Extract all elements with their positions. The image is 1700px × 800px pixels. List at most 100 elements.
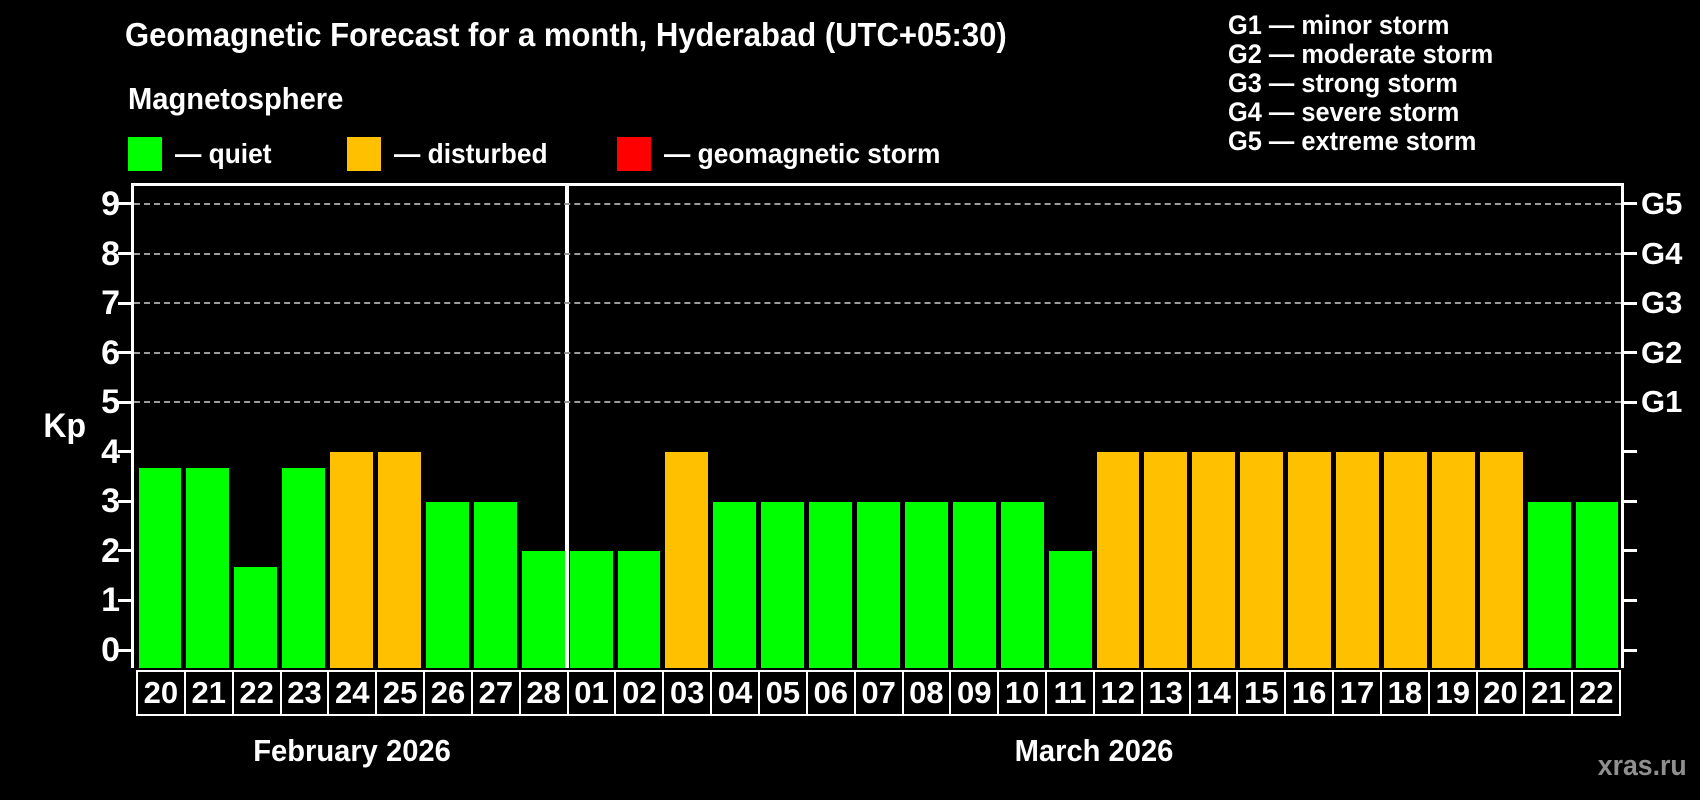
page-title-text: Geomagnetic Forecast for a month, Hydera… xyxy=(125,16,1007,53)
date-cell: 22 xyxy=(1578,675,1614,710)
date-cell: 21 xyxy=(186,672,234,714)
date-cell: 15 xyxy=(1238,672,1287,714)
date-axis-row: 20 21 22 23 24 25 26 27 28 01 02 03 04 05 06 07 08 09 10 11… xyxy=(136,670,1621,716)
month-label-text: February 2026 xyxy=(253,733,451,768)
kp-bar-22 xyxy=(1575,501,1619,668)
y-tick-label: 6 xyxy=(101,333,120,372)
gscale-legend-line: G3 — strong storm xyxy=(1228,69,1510,98)
y-axis-tick-right xyxy=(1624,202,1637,206)
kp-bar-15 xyxy=(1240,451,1284,668)
y-axis-tick-right xyxy=(1624,400,1637,404)
g-level-label: G4 xyxy=(1641,235,1683,271)
date-cell: 05 xyxy=(760,672,808,714)
month-label-text: March 2026 xyxy=(1014,733,1174,768)
gscale-legend-line: G1 — minor storm xyxy=(1228,11,1510,40)
gscale-legend: G1 — minor storm G2 — moderate storm G3 … xyxy=(1228,11,1510,156)
gscale-legend-text: G4 — severe storm xyxy=(1228,97,1460,127)
kp-bar-06 xyxy=(809,501,853,668)
legend-item-storm: — geomagnetic storm xyxy=(617,137,958,171)
date-cell: 20 xyxy=(1478,672,1526,714)
y-axis-tick-left xyxy=(118,450,131,454)
kp-bar-04 xyxy=(713,501,757,668)
date-cell: 23 xyxy=(282,672,330,714)
month-separator xyxy=(565,186,570,668)
kp-bar-01 xyxy=(569,551,613,668)
kp-bar-12 xyxy=(1096,451,1140,668)
gscale-legend-text: G3 — strong storm xyxy=(1228,68,1458,98)
gscale-legend-text: G2 — moderate storm xyxy=(1228,39,1494,69)
kp-bar-20 xyxy=(1479,451,1523,668)
y-tick-label: 7 xyxy=(101,284,120,323)
y-axis-title: Kp xyxy=(42,407,87,446)
kp-bar-21 xyxy=(186,468,230,668)
date-cell: 22 xyxy=(234,672,282,714)
legend-label-text: — quiet xyxy=(175,138,272,169)
date-cell: 19 xyxy=(1430,672,1478,714)
date-cell: 25 xyxy=(377,672,426,714)
date-cell: 04 xyxy=(712,672,760,714)
page-title: Geomagnetic Forecast for a month, Hydera… xyxy=(125,16,1063,54)
y-tick-label: 3 xyxy=(101,482,120,521)
date-cell: 20 xyxy=(138,672,186,714)
date-cell: 12 xyxy=(1095,672,1143,714)
y-axis-tick-left xyxy=(118,301,131,305)
legend-label: — disturbed xyxy=(394,138,557,170)
date-cell: 28 xyxy=(521,672,569,714)
date-cell: 27 xyxy=(473,672,521,714)
kp-bar-05 xyxy=(761,501,805,668)
gscale-legend-line: G2 — moderate storm xyxy=(1228,40,1510,69)
y-tick-label: 1 xyxy=(101,581,120,620)
gscale-legend-line: G5 — extreme storm xyxy=(1228,127,1510,156)
date-cell: 11 xyxy=(1047,672,1095,714)
date-cell: 17 xyxy=(1334,672,1382,714)
kp-bar-23 xyxy=(282,468,326,668)
g-level-label: G1 xyxy=(1641,384,1683,420)
y-axis-tick-left xyxy=(118,499,131,503)
date-cell: 09 xyxy=(951,672,1000,714)
date-cell: 18 xyxy=(1382,672,1430,714)
kp-bar-24 xyxy=(330,451,373,668)
gscale-legend-text: G1 — minor storm xyxy=(1228,10,1450,40)
date-cell: 06 xyxy=(808,672,856,714)
g-level-label: G2 xyxy=(1641,334,1683,370)
date-cell: 14 xyxy=(1191,672,1239,714)
month-label-march: March 2026 xyxy=(1010,733,1179,769)
watermark-text: xras.ru xyxy=(1598,750,1687,782)
kp-bar-18 xyxy=(1383,451,1427,668)
kp-bar-02 xyxy=(617,551,661,668)
y-axis-tick-right xyxy=(1624,499,1637,503)
date-cell: 26 xyxy=(425,672,473,714)
y-axis-tick-right xyxy=(1624,450,1637,454)
kp-bar-20 xyxy=(138,468,182,668)
storm-color-swatch xyxy=(617,137,651,171)
y-axis-tick-right xyxy=(1624,549,1637,553)
legend-label-text: — geomagnetic storm xyxy=(664,138,941,169)
date-cell: 03 xyxy=(664,672,713,714)
kp-bar-28 xyxy=(521,551,565,668)
date-cell: 08 xyxy=(904,672,952,714)
g-level-label: G3 xyxy=(1641,285,1683,321)
month-label-february: February 2026 xyxy=(247,733,457,769)
date-cell: 13 xyxy=(1143,672,1191,714)
y-tick-label: 4 xyxy=(101,432,120,471)
plot-area xyxy=(131,183,1624,668)
watermark: xras.ru xyxy=(1590,750,1687,783)
gscale-legend-text: G5 — extreme storm xyxy=(1228,126,1477,156)
quiet-color-swatch xyxy=(128,137,162,171)
magnetosphere-label-text: Magnetosphere xyxy=(128,81,344,116)
kp-bar-22 xyxy=(234,567,278,668)
legend-label-text: — disturbed xyxy=(394,138,548,169)
legend-item-disturbed: — disturbed xyxy=(347,137,557,171)
kp-bar-13 xyxy=(1144,451,1188,668)
date-cell: 10 xyxy=(999,672,1048,714)
disturbed-color-swatch xyxy=(347,137,381,171)
kp-bar-16 xyxy=(1288,451,1332,668)
kp-bar-21 xyxy=(1527,501,1571,668)
kp-bar-10 xyxy=(1000,501,1044,668)
kp-bar-26 xyxy=(425,501,469,668)
date-cell: 07 xyxy=(856,672,904,714)
g-level-label: G5 xyxy=(1641,185,1683,221)
date-cell: 01 xyxy=(569,672,617,714)
y-axis-tick-right xyxy=(1624,301,1637,305)
